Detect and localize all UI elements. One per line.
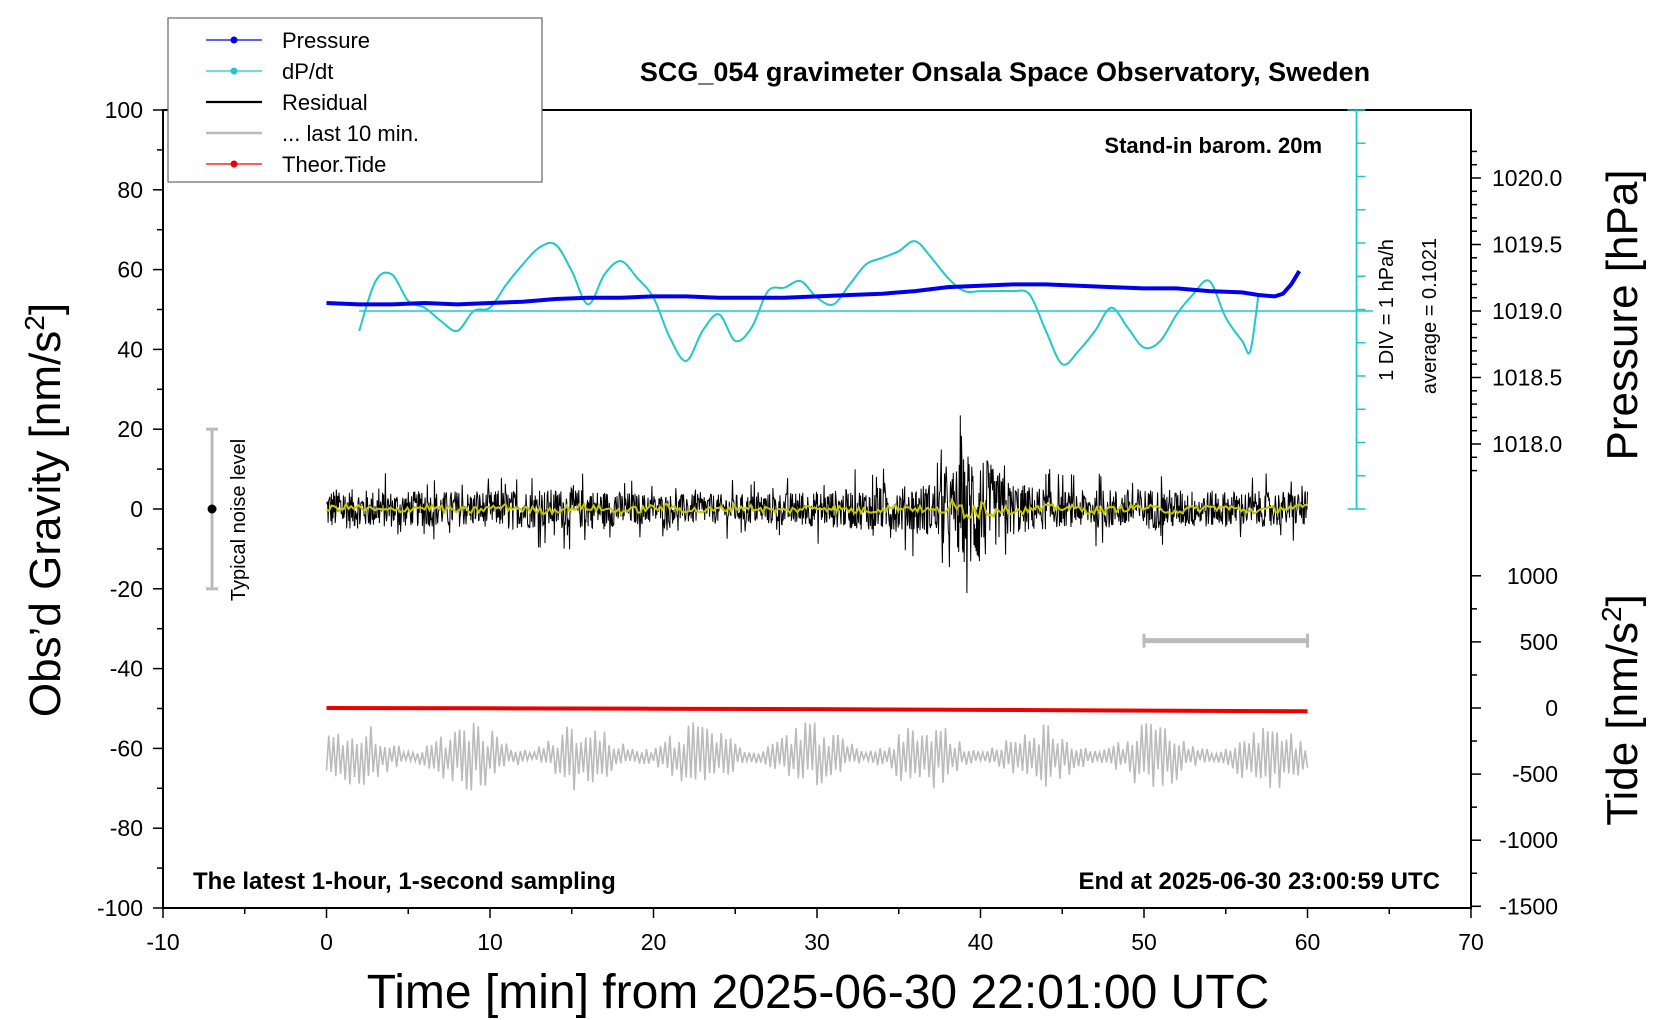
last-10-min-bar [1142, 633, 1309, 648]
tide-axis-label-text: Tide [nm/s [1598, 622, 1647, 826]
legend-label: ... last 10 min. [282, 121, 419, 146]
legend-label: dP/dt [282, 59, 333, 84]
y-axis-label-left-close: ] [21, 303, 70, 315]
noise-label: Typical noise level [228, 439, 250, 601]
x-tick-label: 70 [1458, 929, 1484, 955]
y-tick-label: 20 [117, 416, 143, 442]
x-tick-label: -10 [146, 929, 179, 955]
legend-marker [230, 67, 238, 75]
series-last-10-min [325, 722, 1309, 791]
typical-noise-bar [206, 427, 219, 591]
tide-axis-label-sup: 2 [1596, 606, 1627, 622]
bottom-right-note: End at 2025-06-30 23:00:59 UTC [1079, 868, 1441, 895]
y-axis-ticks: 100 80 60 40 20 0 -20 -40 -60 -80 -100 [97, 97, 163, 921]
y-tick-label: -100 [97, 895, 143, 921]
legend-label: Pressure [282, 28, 370, 53]
y-tick-label: -40 [110, 656, 143, 682]
average-label: average = 0.1021 [1419, 238, 1441, 394]
tide-tick-label: -500 [1512, 761, 1558, 787]
pressure-axis-ticks: 1020.0 1019.5 1019.0 1018.5 1018.0 [1471, 150, 1562, 472]
tide-tick-label: 500 [1520, 629, 1558, 655]
noise-bar-center-dot [207, 504, 217, 514]
x-tick-label: 60 [1295, 929, 1321, 955]
pressure-tick-label: 1018.0 [1492, 431, 1562, 457]
legend-label: Theor.Tide [282, 152, 386, 177]
pressure-tick-label: 1019.5 [1492, 232, 1562, 258]
legend: Pressure dP/dt Residual ... last 10 min. The… [167, 17, 543, 183]
stand-in-label: Stand-in barom. 20m [1104, 133, 1322, 158]
pressure-tick-label: 1019.0 [1492, 298, 1562, 324]
y-tick-label: 60 [117, 257, 143, 283]
div-label: 1 DIV = 1 hPa/h [1376, 239, 1398, 381]
y-tick-label: -80 [110, 815, 143, 841]
tide-axis-ticks: 1000 500 0 -500 -1000 -1500 [1471, 563, 1558, 919]
x-tick-label: 20 [641, 929, 667, 955]
y-tick-label: 0 [130, 496, 143, 522]
pressure-tick-label: 1018.5 [1492, 365, 1562, 391]
x-axis-label: Time [min] from 2025-06-30 22:01:00 UTC [367, 966, 1270, 1019]
tide-tick-label: 0 [1545, 695, 1558, 721]
tide-axis-label-close: ] [1598, 594, 1647, 606]
legend-marker [230, 36, 238, 44]
pressure-axis-label: Pressure [hPa] [1598, 169, 1647, 460]
y-axis-label-left-sup: 2 [19, 315, 50, 331]
x-tick-label: 40 [968, 929, 994, 955]
series-theor-tide [326, 706, 1308, 714]
pressure-tick-label: 1020.0 [1492, 165, 1562, 191]
bottom-left-note: The latest 1-hour, 1-second sampling [193, 868, 616, 895]
tide-tick-label: -1000 [1499, 827, 1558, 853]
dpdt-scale-ruler [1347, 109, 1366, 510]
y-tick-label: -20 [110, 576, 143, 602]
legend-marker [230, 160, 238, 168]
legend-box [167, 17, 543, 183]
y-axis-label-left: Obs’d Gravity [nm/s2] [19, 303, 70, 717]
x-axis-ticks: -10 0 10 20 30 40 50 60 70 [146, 908, 1484, 955]
series-pressure [326, 270, 1302, 307]
tide-axis-label: Tide [nm/s2] [1596, 594, 1647, 826]
x-tick-label: 0 [320, 929, 333, 955]
y-tick-label: -60 [110, 735, 143, 761]
tide-tick-label: -1500 [1499, 893, 1558, 919]
x-tick-label: 50 [1131, 929, 1157, 955]
y-axis-label-left-text: Obs’d Gravity [nm/s [21, 331, 70, 717]
chart-title: SCG_054 gravimeter Onsala Space Observat… [640, 57, 1370, 87]
y-tick-label: 80 [117, 177, 143, 203]
legend-label: Residual [282, 90, 368, 115]
series-residual [326, 415, 1308, 594]
x-tick-label: 10 [477, 929, 503, 955]
series-residual-smoothed [326, 497, 1308, 521]
x-tick-label: 30 [804, 929, 830, 955]
tide-tick-label: 1000 [1507, 563, 1558, 589]
y-tick-label: 100 [105, 97, 143, 123]
legend-items: Pressure dP/dt Residual ... last 10 min. The… [206, 28, 419, 177]
y-tick-label: 40 [117, 336, 143, 362]
